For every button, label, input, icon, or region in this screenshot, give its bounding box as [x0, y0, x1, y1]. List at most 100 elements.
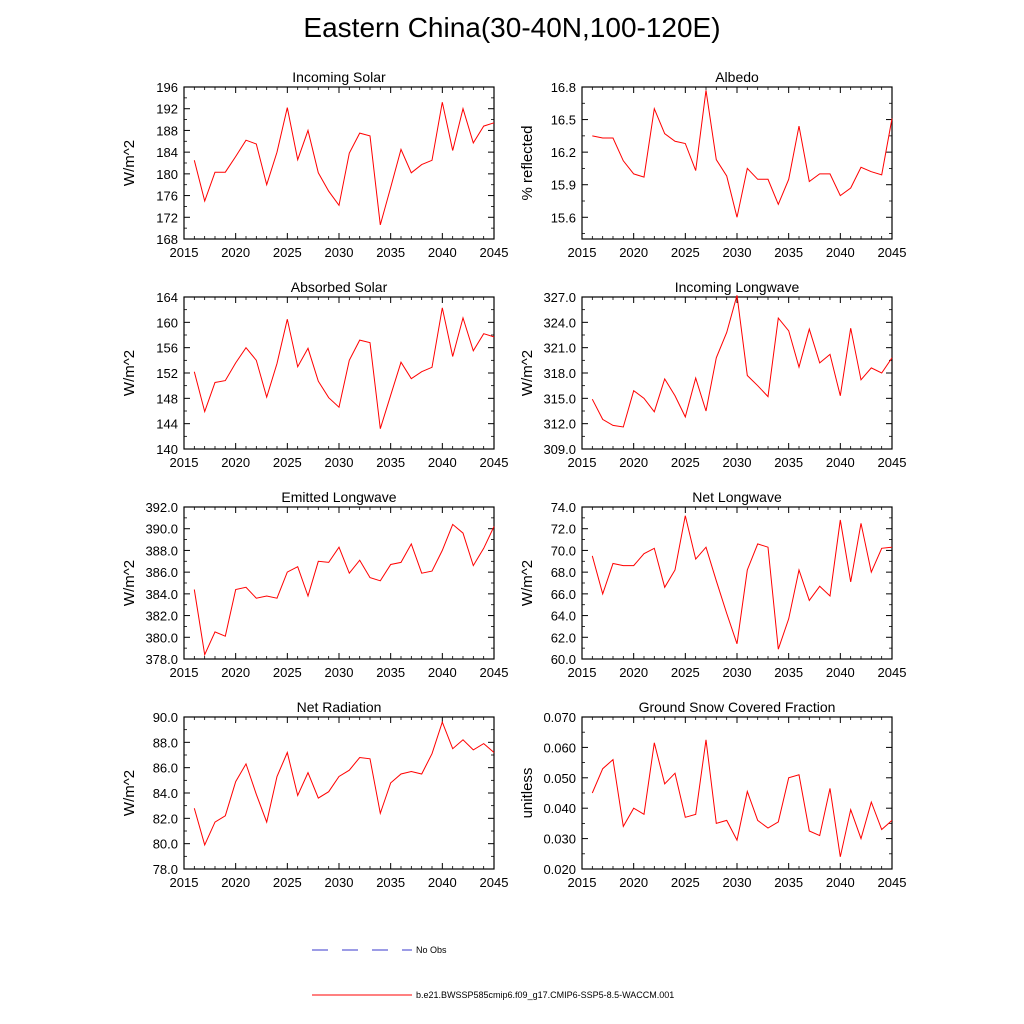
data-point — [829, 595, 831, 597]
data-point — [441, 101, 443, 103]
data-point — [245, 346, 247, 348]
x-tick-label: 2035 — [376, 875, 405, 890]
data-point — [860, 379, 862, 381]
data-point — [379, 428, 381, 430]
y-tick-label: 16.8 — [551, 80, 576, 95]
data-point — [777, 648, 779, 650]
x-tick-label: 2035 — [376, 245, 405, 260]
data-point — [622, 825, 624, 827]
data-point — [307, 772, 309, 774]
data-point — [756, 543, 758, 545]
data-point — [839, 395, 841, 397]
data-point — [462, 108, 464, 110]
data-point — [276, 362, 278, 364]
data-point — [410, 543, 412, 545]
data-point — [870, 367, 872, 369]
panel-4: Incoming Longwave W/m^2 2015 2020 2025 2030 20… — [519, 279, 906, 470]
y-tick-label: 16.2 — [551, 145, 576, 160]
panel-2: Albedo % reflected 2015 2020 2025 2030 2035 204… — [519, 69, 906, 260]
series-line — [591, 739, 893, 857]
data-point — [632, 390, 634, 392]
y-tick-label: 15.6 — [551, 210, 576, 225]
y-tick-label: 60.0 — [551, 652, 576, 667]
data-point — [410, 770, 412, 772]
data-point — [389, 186, 391, 188]
data-point — [327, 791, 329, 793]
data-point — [839, 856, 841, 858]
x-tick-label: 2045 — [480, 875, 509, 890]
data-point — [725, 331, 727, 333]
y-tick-label: 0.060 — [543, 740, 576, 755]
x-tick-label: 2040 — [428, 245, 457, 260]
data-point — [369, 758, 371, 760]
data-point — [601, 137, 603, 139]
panel-title: Emitted Longwave — [281, 489, 396, 505]
data-point — [891, 117, 893, 119]
data-point — [643, 176, 645, 178]
data-point — [601, 593, 603, 595]
plot-frame — [183, 506, 495, 660]
y-tick-label: 312.0 — [543, 417, 576, 432]
data-point — [400, 773, 402, 775]
data-point — [441, 307, 443, 309]
data-point — [358, 132, 360, 134]
data-point — [591, 135, 593, 137]
data-point — [591, 792, 593, 794]
data-point — [338, 204, 340, 206]
x-tick-label: 2040 — [826, 245, 855, 260]
data-point — [265, 595, 267, 597]
data-point — [767, 827, 769, 829]
data-point — [317, 380, 319, 382]
y-tick-label: 0.030 — [543, 832, 576, 847]
data-point — [694, 169, 696, 171]
y-tick-label: 84.0 — [153, 786, 178, 801]
x-tick-label: 2015 — [170, 665, 199, 680]
data-point — [296, 365, 298, 367]
data-point — [736, 294, 738, 296]
data-point — [818, 173, 820, 175]
data-point — [663, 378, 665, 380]
panel-3: Absorbed Solar W/m^2 2015 2020 2025 2030 2035 2… — [121, 279, 508, 470]
data-point — [369, 135, 371, 137]
data-point — [286, 318, 288, 320]
y-axis-label: W/m^2 — [121, 350, 138, 396]
plot-frame — [183, 86, 495, 240]
data-point — [389, 782, 391, 784]
y-tick-label: 184 — [156, 145, 178, 160]
data-point — [725, 612, 727, 614]
y-tick-label: 388.0 — [145, 543, 178, 558]
series-line — [193, 720, 495, 847]
data-point — [829, 787, 831, 789]
y-tick-label: 384.0 — [145, 587, 178, 602]
x-tick-label: 2045 — [878, 455, 907, 470]
data-point — [307, 595, 309, 597]
data-point — [808, 599, 810, 601]
y-tick-label: 90.0 — [153, 710, 178, 725]
x-tick-label: 2040 — [428, 875, 457, 890]
data-point — [622, 426, 624, 428]
series-line — [592, 90, 893, 218]
data-point — [663, 132, 665, 134]
x-tick-label: 2030 — [723, 665, 752, 680]
y-tick-label: 64.0 — [551, 609, 576, 624]
data-point — [265, 396, 267, 398]
y-tick-label: 0.020 — [543, 862, 576, 877]
data-point — [715, 580, 717, 582]
y-tick-label: 321.0 — [543, 341, 576, 356]
panel-title: Ground Snow Covered Fraction — [639, 699, 836, 715]
x-tick-label: 2030 — [325, 665, 354, 680]
panel-7: Net Radiation W/m^2 2015 2020 2025 2030 2035 20… — [121, 699, 508, 890]
data-point — [307, 347, 309, 349]
data-point — [643, 552, 645, 554]
x-tick-label: 2040 — [826, 665, 855, 680]
data-point — [849, 809, 851, 811]
data-point — [245, 586, 247, 588]
plot-frame — [183, 716, 495, 870]
y-tick-label: 0.050 — [543, 771, 576, 786]
data-point — [798, 125, 800, 127]
x-tick-label: 2040 — [428, 665, 457, 680]
data-point — [767, 395, 769, 397]
data-point — [787, 178, 789, 180]
data-point — [224, 815, 226, 817]
x-tick-label: 2025 — [273, 665, 302, 680]
